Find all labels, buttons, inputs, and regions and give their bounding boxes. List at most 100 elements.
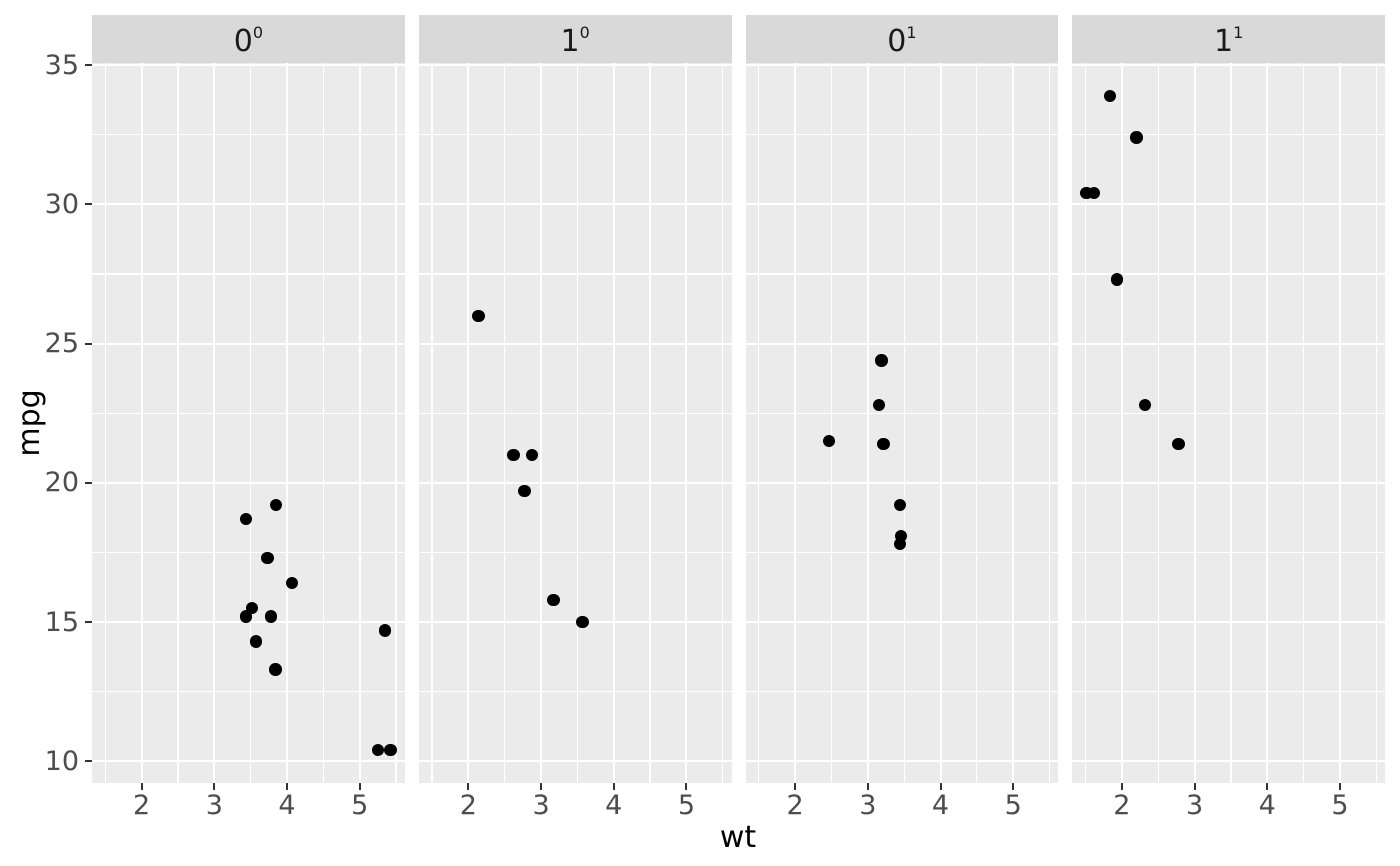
data-point [518, 485, 531, 498]
minor-gridline-horizontal [1072, 134, 1385, 136]
major-gridline-vertical [1193, 63, 1196, 783]
minor-gridline-vertical [177, 63, 179, 783]
minor-gridline-horizontal [745, 273, 1059, 275]
x-axis-tick-label: 4 [1258, 790, 1276, 821]
facet-strip-label: 00 [234, 24, 263, 57]
minor-gridline-horizontal [92, 551, 405, 554]
x-axis-tick-label: 2 [1113, 790, 1131, 821]
data-point [261, 551, 274, 565]
facet-strip: 11 [1072, 15, 1385, 63]
x-axis-tick-mark [140, 783, 143, 790]
facet-strip-label-exponent: 1 [906, 22, 917, 42]
data-point [1130, 131, 1143, 144]
major-gridline-vertical [939, 63, 942, 783]
x-axis-tick-mark [467, 783, 470, 790]
y-axis-tick-label: 10 [44, 745, 79, 777]
x-axis-tick-label: 2 [786, 790, 804, 821]
data-point [269, 663, 282, 676]
data-point [893, 498, 906, 512]
minor-gridline-vertical [903, 63, 905, 783]
minor-gridline-horizontal [418, 551, 732, 554]
minor-gridline-horizontal [1072, 551, 1385, 554]
minor-gridline-horizontal [1072, 691, 1385, 693]
x-axis-tick-mark [286, 783, 288, 790]
facet-strip: 01 [745, 15, 1059, 63]
data-point [264, 610, 278, 623]
data-point [384, 744, 397, 757]
data-point [378, 624, 391, 637]
minor-gridline-vertical [830, 63, 833, 783]
y-axis-tick-mark [85, 621, 92, 624]
x-axis-tick-label: 3 [1185, 790, 1204, 821]
data-point [877, 437, 890, 451]
x-axis-tick-mark [794, 783, 797, 790]
x-axis-tick-mark [685, 783, 688, 790]
x-axis-tick-label: 2 [133, 790, 151, 821]
x-axis-tick-label: 5 [677, 790, 696, 821]
major-gridline-vertical [358, 63, 361, 783]
major-gridline-horizontal [418, 481, 732, 484]
major-gridline-vertical [1012, 63, 1015, 783]
x-axis-tick-label: 4 [931, 790, 950, 821]
minor-gridline-horizontal [92, 412, 405, 414]
x-axis-tick-label: 3 [859, 790, 877, 821]
x-axis-tick-mark [213, 783, 216, 790]
facet-strip-label-exponent: 0 [579, 22, 590, 42]
x-axis-tick-mark [1266, 783, 1269, 790]
minor-gridline-horizontal [1072, 412, 1385, 414]
y-axis-tick-mark [85, 481, 92, 484]
minor-gridline-vertical [431, 63, 433, 783]
x-axis-tick-mark [866, 783, 869, 790]
major-gridline-horizontal [1072, 760, 1385, 763]
major-gridline-horizontal [92, 203, 405, 206]
major-gridline-horizontal [745, 64, 1059, 67]
y-axis-title: mpg [12, 389, 47, 457]
y-axis-tick-mark [85, 342, 92, 345]
major-gridline-horizontal [1072, 64, 1385, 67]
x-axis-tick-label: 5 [1004, 790, 1022, 821]
major-gridline-vertical [140, 63, 143, 783]
minor-gridline-horizontal [1072, 273, 1385, 275]
data-point [547, 593, 560, 607]
major-gridline-horizontal [1072, 481, 1385, 484]
data-point [269, 498, 282, 512]
x-axis-tick-label: 4 [278, 790, 296, 821]
major-gridline-horizontal [418, 342, 732, 345]
major-gridline-horizontal [418, 64, 732, 67]
data-point [1138, 398, 1152, 412]
data-point [525, 448, 539, 462]
x-axis-tick-mark [612, 783, 615, 790]
facet-panel [418, 63, 732, 783]
minor-gridline-horizontal [92, 273, 405, 275]
major-gridline-vertical [794, 63, 797, 783]
x-axis-tick-label: 2 [459, 790, 477, 821]
major-gridline-vertical [866, 63, 869, 783]
data-point [285, 576, 299, 590]
major-gridline-vertical [467, 63, 470, 783]
x-axis-tick-mark [1120, 783, 1123, 790]
major-gridline-horizontal [418, 203, 732, 206]
major-gridline-horizontal [745, 342, 1059, 345]
y-axis-tick-mark [85, 203, 92, 206]
minor-gridline-horizontal [92, 134, 405, 136]
major-gridline-horizontal [418, 760, 732, 763]
x-axis-tick-mark [1012, 783, 1015, 790]
facet-strip-label-exponent: 1 [1233, 22, 1244, 42]
x-axis-tick-mark [358, 783, 361, 790]
major-gridline-vertical [1338, 63, 1341, 783]
major-gridline-vertical [540, 63, 543, 783]
major-gridline-horizontal [92, 342, 405, 345]
x-axis-tick-mark [939, 783, 942, 790]
major-gridline-vertical [685, 63, 688, 783]
major-gridline-horizontal [418, 621, 732, 624]
minor-gridline-horizontal [745, 691, 1059, 693]
x-axis-title: wt [719, 820, 757, 855]
data-point [872, 398, 885, 412]
x-axis-tick-label: 3 [205, 790, 223, 821]
x-axis-tick-label: 4 [605, 790, 623, 821]
minor-gridline-vertical [1048, 63, 1051, 783]
minor-gridline-vertical [976, 63, 978, 783]
minor-gridline-vertical [504, 63, 506, 783]
data-point [1103, 89, 1117, 102]
